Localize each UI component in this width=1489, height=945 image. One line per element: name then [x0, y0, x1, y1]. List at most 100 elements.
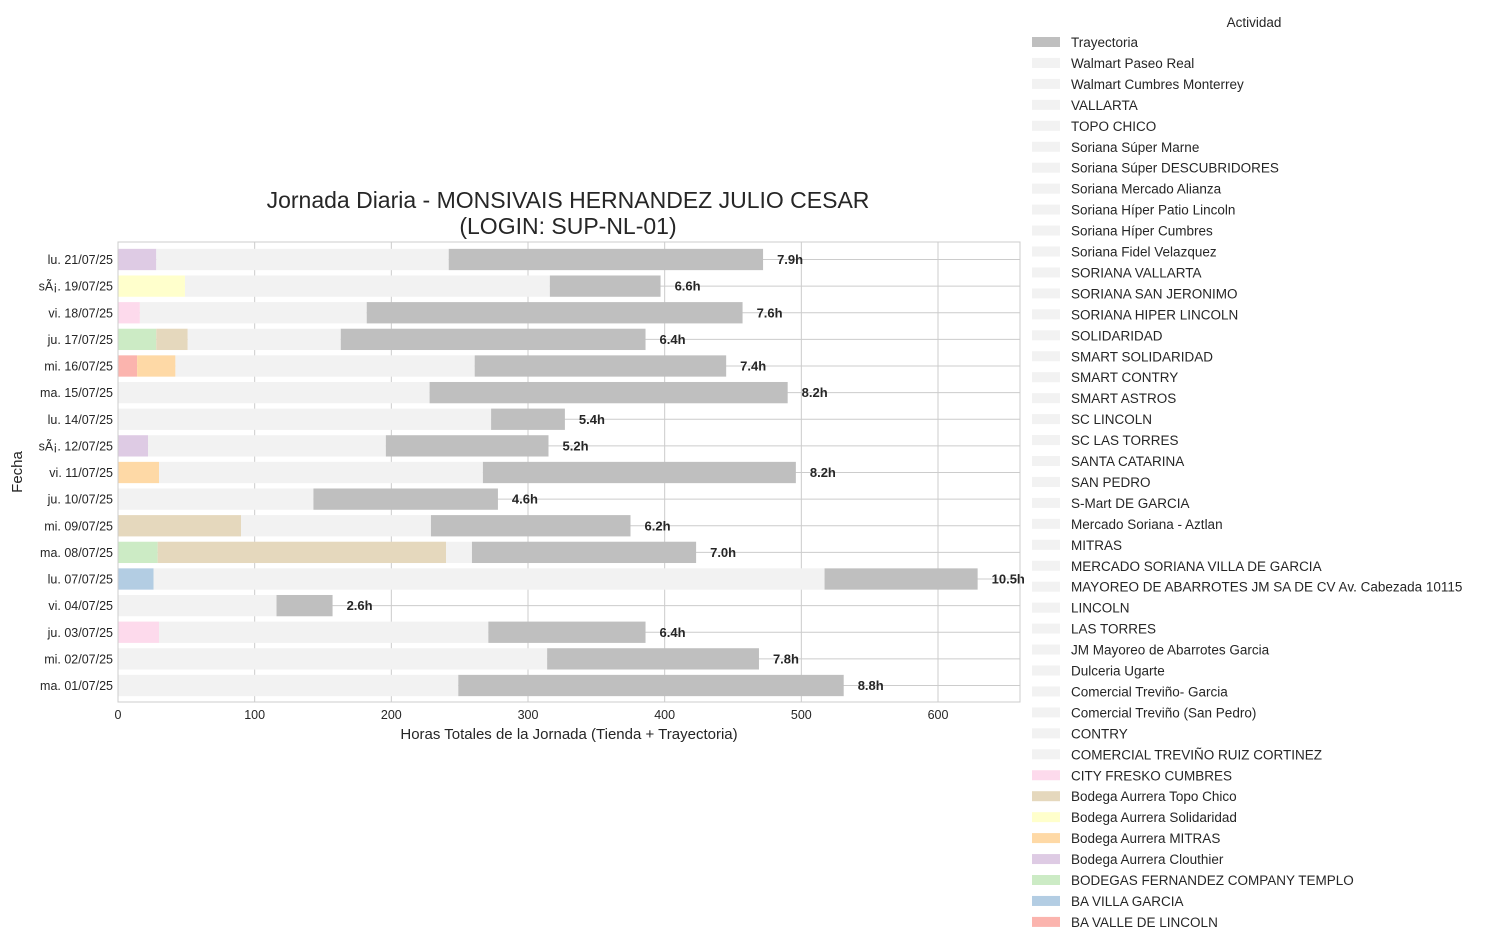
bar-segment — [824, 568, 978, 590]
y-tick-label: sÃ¡. 12/07/25 — [39, 439, 113, 453]
bar-segment — [118, 381, 430, 404]
legend-entry-label: CITY FRESKO CUMBRES — [1071, 768, 1232, 783]
bar-group — [118, 248, 978, 697]
legend-swatch — [1032, 749, 1060, 760]
legend-entry-label: SC LAS TORRES — [1071, 433, 1179, 448]
legend-entry-label: Walmart Cumbres Monterrey — [1071, 77, 1244, 92]
y-tick-label: lu. 07/07/25 — [48, 573, 113, 587]
legend-swatch — [1032, 57, 1060, 68]
bar-value-label: 6.4h — [660, 625, 686, 640]
bar-value-label: 7.4h — [740, 359, 766, 374]
bar-segment — [118, 408, 492, 430]
bar-segment — [549, 275, 661, 297]
legend-entry-label: BODEGAS FERNANDEZ COMPANY TEMPLO — [1071, 873, 1354, 888]
bar-segment — [276, 594, 333, 617]
bar-segment — [458, 674, 844, 697]
x-tick-label: 500 — [791, 708, 812, 722]
legend-swatch — [1032, 99, 1060, 110]
legend-entry-label: MERCADO SORIANA VILLA DE GARCIA — [1071, 559, 1322, 574]
bar-segment — [448, 248, 764, 271]
legend-swatch — [1032, 833, 1060, 844]
bar-segment — [175, 355, 475, 377]
legend-swatch — [1032, 435, 1060, 446]
legend-swatch — [1032, 770, 1060, 781]
legend-swatch — [1032, 497, 1060, 508]
bar-value-label: 7.8h — [773, 651, 799, 666]
legend-swatch — [1032, 162, 1060, 173]
legend-entry-label: SOLIDARIDAD — [1071, 328, 1163, 343]
bar-value-label: 8.2h — [810, 465, 836, 480]
y-tick-label: mi. 02/07/25 — [44, 652, 113, 666]
legend-title: Actividad — [1227, 15, 1282, 30]
bar-value-label: 7.0h — [710, 545, 736, 560]
y-tick-label: vi. 04/07/25 — [48, 599, 113, 613]
bar-value-label: 4.6h — [512, 492, 538, 507]
legend-entry-label: SORIANA SAN JERONIMO — [1071, 286, 1238, 301]
bar-value-label: 8.2h — [802, 385, 828, 400]
y-tick-label: lu. 14/07/25 — [48, 413, 113, 427]
legend-swatch — [1032, 539, 1060, 550]
legend-entry-label: SC LINCOLN — [1071, 412, 1152, 427]
bar-value-label: 2.6h — [347, 598, 373, 613]
bar-segment — [446, 541, 472, 564]
legend-swatch — [1032, 560, 1060, 571]
legend-entry-label: JM Mayoreo de Abarrotes Garcia — [1071, 643, 1270, 658]
bar-segment — [488, 621, 646, 643]
legend-entry-label: Soriana Híper Patio Lincoln — [1071, 203, 1235, 218]
bar-value-label: 8.8h — [858, 678, 884, 693]
legend-entry-label: BA VILLA GARCIA — [1071, 894, 1184, 909]
bar-segment — [474, 355, 727, 377]
legend-entry-label: SMART ASTROS — [1071, 391, 1176, 406]
legend-swatch — [1032, 812, 1060, 823]
bar-segment — [159, 461, 483, 484]
legend-swatch — [1032, 246, 1060, 257]
bar-segment — [118, 648, 548, 670]
legend-entry-label: CONTRY — [1071, 726, 1128, 741]
y-tick-label: vi. 18/07/25 — [48, 306, 113, 320]
legend-entry-label: Soriana Mercado Alianza — [1071, 182, 1222, 197]
y-tick-label: vi. 11/07/25 — [49, 466, 113, 480]
bar-segment — [429, 381, 788, 404]
legend-entry-label: SORIANA HIPER LINCOLN — [1071, 307, 1238, 322]
y-tick-label: ju. 03/07/25 — [47, 626, 113, 640]
bar-segment — [118, 594, 277, 617]
legend-entry-label: Bodega Aurrera MITRAS — [1071, 831, 1220, 846]
y-tick-label: ju. 17/07/25 — [47, 333, 113, 347]
bar-segment — [118, 461, 159, 484]
bar-segment — [118, 515, 241, 537]
legend-swatch — [1032, 414, 1060, 425]
legend-entry-label: LAS TORRES — [1071, 622, 1156, 637]
legend-entry-label: SMART SOLIDARIDAD — [1071, 349, 1213, 364]
legend-swatch — [1032, 581, 1060, 592]
legend-swatch — [1032, 895, 1060, 906]
bar-value-label: 5.4h — [579, 412, 605, 427]
legend-swatch — [1032, 204, 1060, 215]
legend-swatch — [1032, 37, 1060, 47]
x-tick-label: 200 — [381, 708, 402, 722]
legend-entry-label: COMERCIAL TREVIÑO RUIZ CORTINEZ — [1071, 747, 1322, 762]
legend-swatch — [1032, 476, 1060, 487]
legend-swatch — [1032, 602, 1060, 613]
legend-swatch — [1032, 728, 1060, 739]
legend-entry-label: SAN PEDRO — [1071, 475, 1151, 490]
x-tick-label: 300 — [518, 708, 539, 722]
legend-entry-label: MAYOREO DE ABARROTES JM SA DE CV Av. Cab… — [1071, 580, 1462, 595]
legend-swatch — [1032, 665, 1060, 676]
chart-title: Jornada Diaria - MONSIVAIS HERNANDEZ JUL… — [267, 187, 870, 213]
legend-swatch — [1032, 518, 1060, 529]
x-tick-label: 100 — [244, 708, 265, 722]
legend-swatch — [1032, 288, 1060, 299]
legend-entry-label: SORIANA VALLARTA — [1071, 265, 1202, 280]
legend-swatch — [1032, 707, 1060, 718]
legend-swatch — [1032, 309, 1060, 320]
value-label-group: 7.9h 6.6h 7.6h 6.4h 7.4h 8.2h 5.4h 5.2h 8.2h 4.6h… — [347, 252, 1025, 693]
x-tick-label: 600 — [928, 708, 949, 722]
bar-segment — [156, 248, 449, 271]
bar-value-label: 7.9h — [777, 252, 803, 267]
legend-swatch — [1032, 623, 1060, 634]
legend-items: Trayectoria Walmart Paseo Real Walmart Cum… — [1032, 35, 1462, 930]
legend-entry-label: Mercado Soriana - Aztlan — [1071, 517, 1223, 532]
legend-entry-label: TOPO CHICO — [1071, 119, 1156, 134]
bar-segment — [159, 621, 489, 643]
